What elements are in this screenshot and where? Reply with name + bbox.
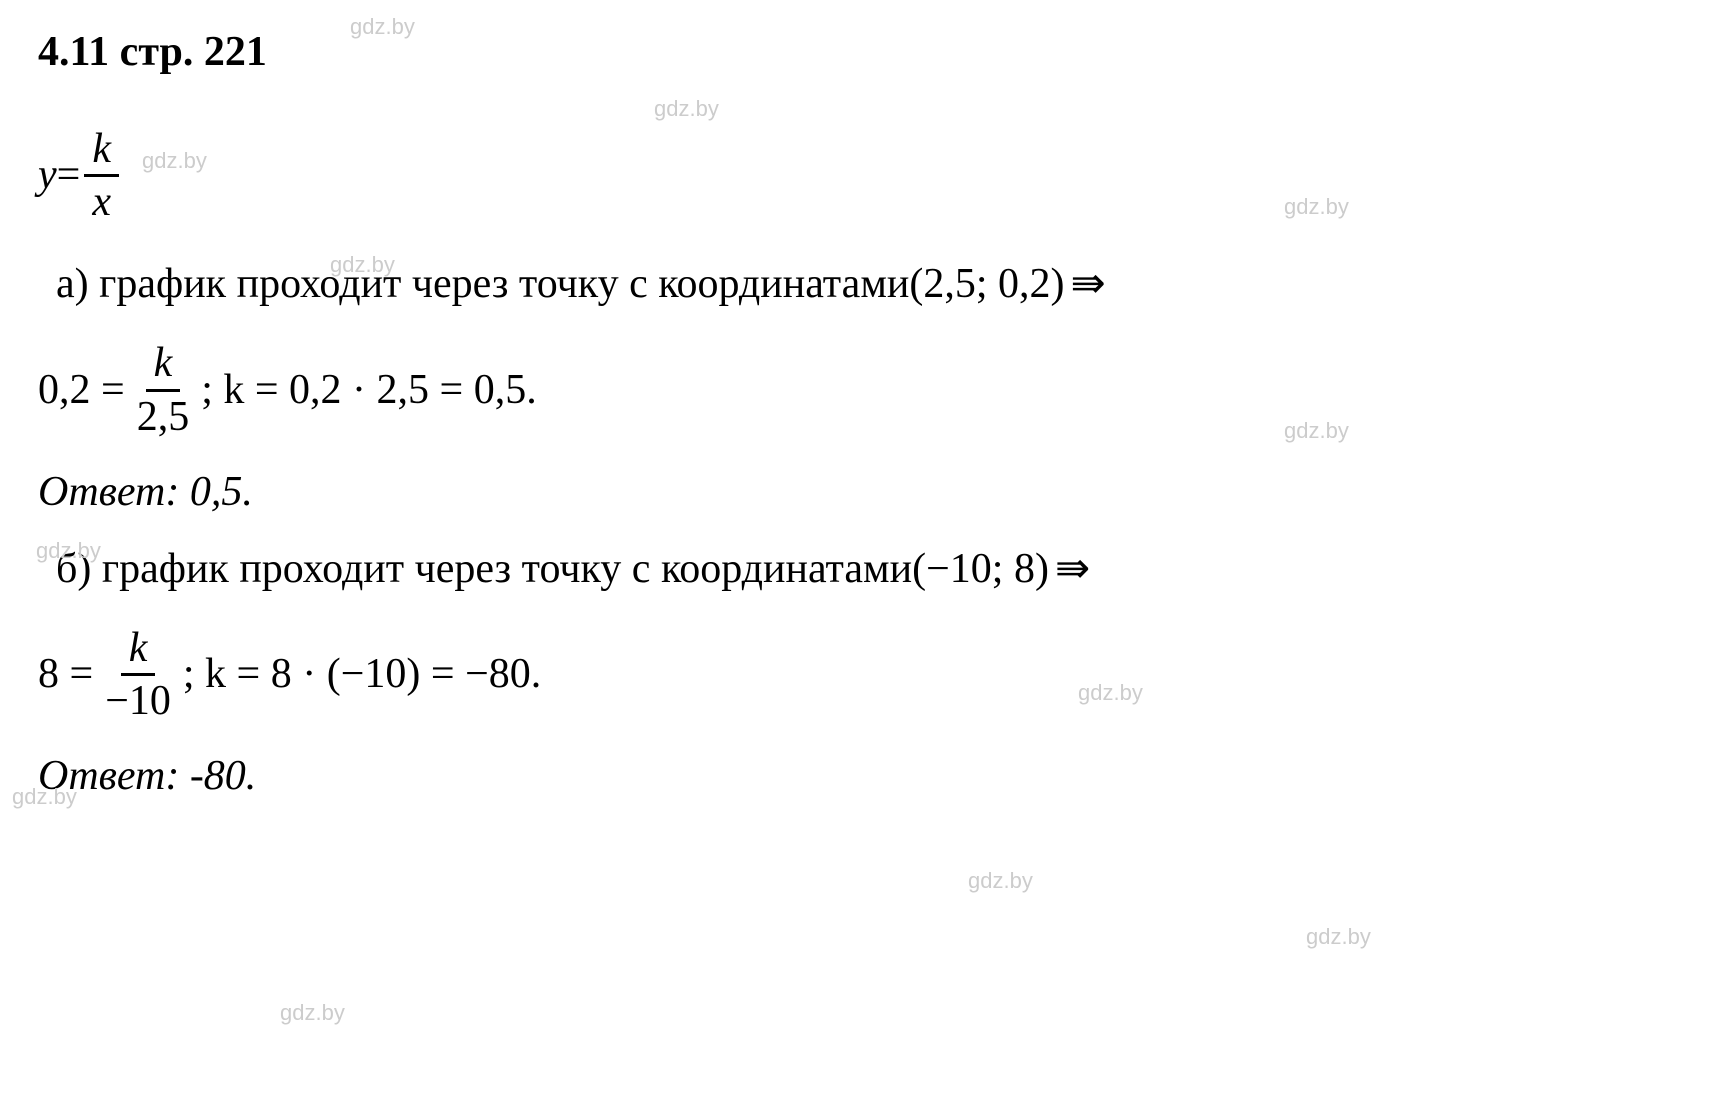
part-b-frac-den: −10 [97, 676, 179, 724]
watermark: gdz.by [968, 868, 1033, 894]
part-b-calculation: 8 = k −10 ; k = 8 · (−10) = −80. [38, 625, 1677, 724]
part-a-point: (2,5; 0,2) [909, 253, 1064, 316]
part-a-statement: а) график проходит через точку с координ… [38, 253, 1677, 316]
watermark: gdz.by [280, 1000, 345, 1026]
problem-heading: 4.11 стр. 221 [38, 28, 1677, 76]
part-b-answer-value: -80. [190, 753, 257, 799]
part-a-implies: ⇛ [1071, 253, 1106, 316]
part-a-fraction: k 2,5 [129, 340, 198, 439]
part-b-point: (−10; 8) [912, 538, 1049, 601]
part-a-frac-den: 2,5 [129, 392, 198, 440]
base-equation: y = k x [38, 126, 1677, 225]
part-a-calculation: 0,2 = k 2,5 ; k = 0,2 · 2,5 = 0,5. [38, 340, 1677, 439]
eq-frac-den: x [84, 177, 119, 225]
part-a-frac-num: k [146, 340, 181, 391]
eq-equals: = [57, 144, 81, 207]
part-a-answer-label: Ответ: [38, 469, 190, 515]
eq-frac-num: k [84, 126, 119, 177]
part-a-calc-rest: ; k = 0,2 · 2,5 = 0,5. [201, 359, 537, 422]
part-a-answer: Ответ: 0,5. [38, 468, 1677, 516]
part-b-implies: ⇛ [1055, 538, 1090, 601]
eq-lhs: y [38, 144, 57, 207]
part-a-calc-lhs: 0,2 = [38, 359, 125, 422]
part-b-frac-num: k [121, 625, 156, 676]
part-a-prefix: а) график проходит через точку с координ… [56, 253, 909, 316]
part-a-answer-value: 0,5. [190, 469, 253, 515]
part-b-statement: б) график проходит через точку с координ… [38, 538, 1677, 601]
part-b-answer-label: Ответ: [38, 753, 190, 799]
part-b-calc-lhs: 8 = [38, 643, 93, 706]
part-b-calc-rest: ; k = 8 · (−10) = −80. [183, 643, 541, 706]
watermark: gdz.by [1306, 924, 1371, 950]
part-b-answer: Ответ: -80. [38, 752, 1677, 800]
eq-fraction: k x [84, 126, 119, 225]
part-b-prefix: б) график проходит через точку с координ… [56, 538, 912, 601]
watermark: gdz.by [654, 96, 719, 122]
part-b-fraction: k −10 [97, 625, 179, 724]
